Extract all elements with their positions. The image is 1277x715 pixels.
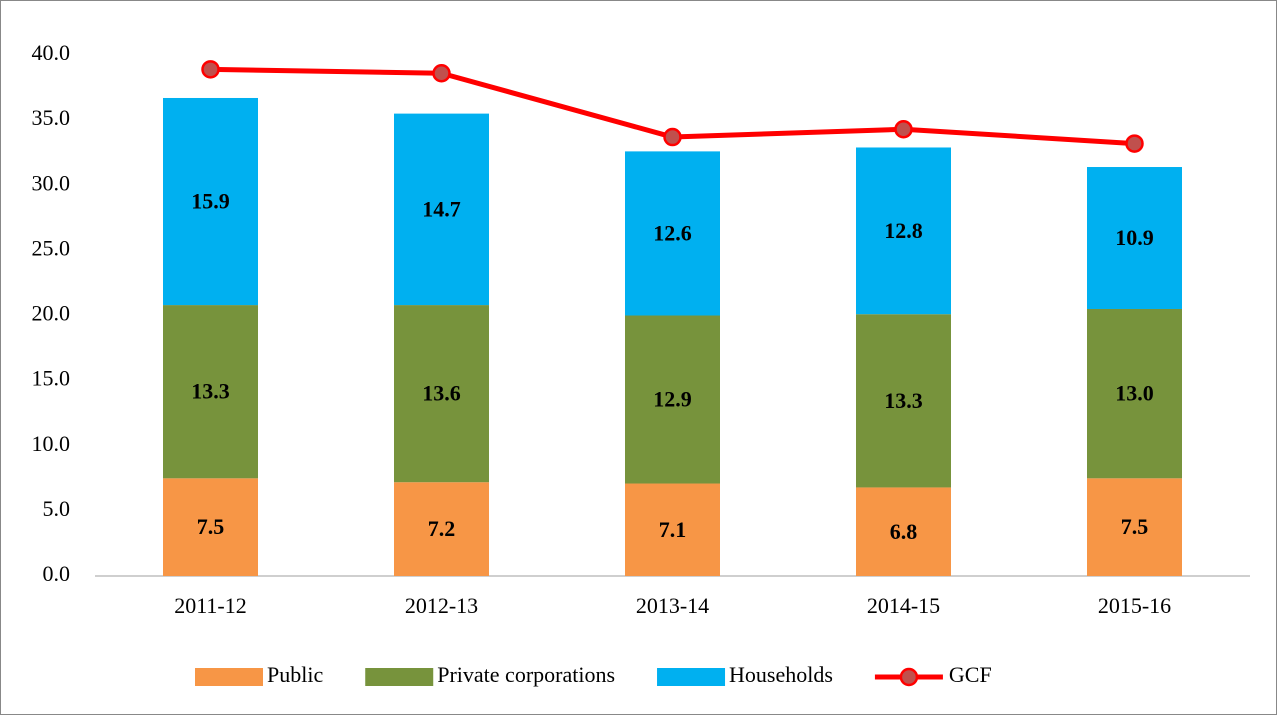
bar-segment xyxy=(856,314,951,488)
data-label: 15.9 xyxy=(191,189,230,214)
x-tick-label: 2015-16 xyxy=(1098,593,1171,618)
legend-label: GCF xyxy=(949,662,992,687)
bar-segment xyxy=(1087,308,1182,479)
legend-swatch xyxy=(657,668,726,686)
y-tick-label: 40.0 xyxy=(32,40,71,65)
bar-segment xyxy=(1087,167,1182,309)
data-label: 7.1 xyxy=(659,517,687,542)
y-tick-label: 35.0 xyxy=(32,105,71,130)
y-tick-label: 0.0 xyxy=(43,561,71,586)
bar-segment xyxy=(163,478,258,576)
legend-marker xyxy=(899,667,919,687)
legend-label: Public xyxy=(267,662,323,687)
y-tick-label: 10.0 xyxy=(32,431,71,456)
line-marker xyxy=(894,119,913,139)
bar-segment xyxy=(1087,478,1182,576)
legend-swatch xyxy=(365,668,434,686)
bar-segment xyxy=(625,151,720,316)
y-tick-label: 25.0 xyxy=(32,235,71,260)
bar-segment xyxy=(856,487,951,576)
bar-segment xyxy=(625,315,720,484)
data-label: 7.2 xyxy=(428,516,456,541)
line-marker xyxy=(432,63,451,83)
legend-label: Private corporations xyxy=(437,662,615,687)
y-tick-label: 15.0 xyxy=(32,366,71,391)
data-label: 12.6 xyxy=(653,220,692,245)
data-label: 7.5 xyxy=(1121,514,1149,539)
y-tick-label: 5.0 xyxy=(43,496,71,521)
data-label: 7.5 xyxy=(197,514,225,539)
y-tick-label: 20.0 xyxy=(32,301,71,326)
data-label: 12.9 xyxy=(653,387,692,412)
bar-segment xyxy=(856,147,951,315)
data-label: 13.3 xyxy=(191,379,230,404)
bar-segment xyxy=(394,482,489,576)
x-tick-label: 2011-12 xyxy=(174,593,247,618)
x-tick-label: 2014-15 xyxy=(867,593,940,618)
data-label: 14.7 xyxy=(422,196,461,221)
line-marker xyxy=(663,127,682,147)
x-tick-label: 2012-13 xyxy=(405,593,478,618)
data-label: 12.8 xyxy=(884,218,923,243)
legend-label: Households xyxy=(729,662,833,687)
x-tick-label: 2013-14 xyxy=(636,593,709,618)
data-label: 6.8 xyxy=(890,519,918,544)
bar-segment xyxy=(625,483,720,576)
data-label: 13.6 xyxy=(422,381,461,406)
data-label: 13.3 xyxy=(884,388,923,413)
line-marker xyxy=(201,60,220,79)
data-label: 13.0 xyxy=(1115,381,1154,406)
data-label: 10.9 xyxy=(1115,225,1154,250)
bar-segment xyxy=(163,305,258,479)
bar-segment xyxy=(394,113,489,306)
legend-swatch xyxy=(195,668,263,686)
bar-segment xyxy=(163,97,258,306)
y-tick-label: 30.0 xyxy=(32,170,71,195)
bar-segment xyxy=(394,305,489,483)
line-marker xyxy=(1125,134,1144,153)
